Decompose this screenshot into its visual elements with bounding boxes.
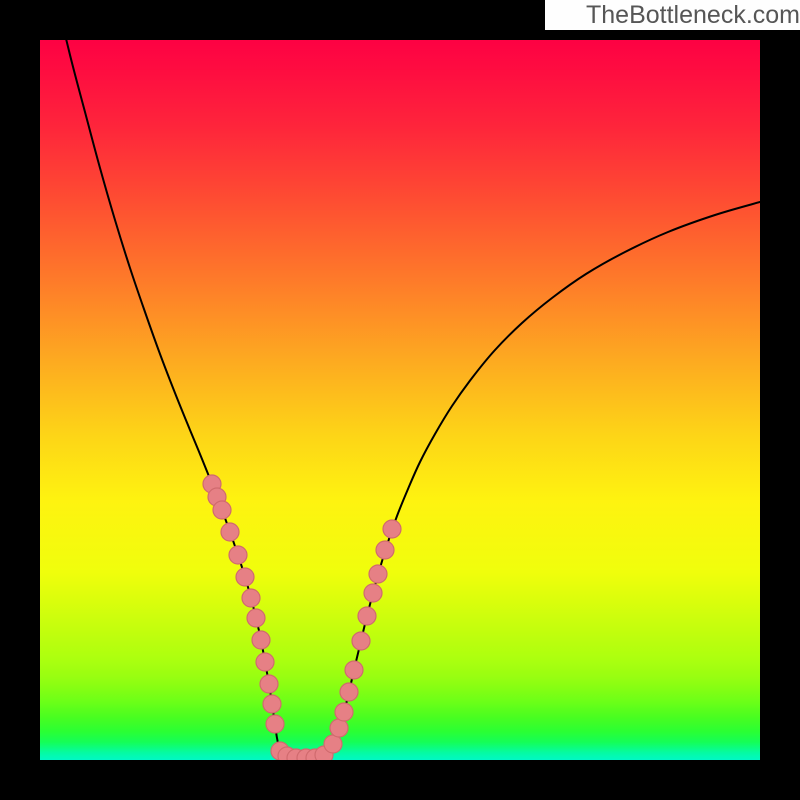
plot-svg	[40, 40, 760, 760]
plot-area	[40, 40, 760, 760]
data-marker	[260, 675, 278, 693]
data-marker	[247, 609, 265, 627]
data-marker	[352, 632, 370, 650]
data-marker	[263, 695, 281, 713]
data-marker	[340, 683, 358, 701]
data-marker	[221, 523, 239, 541]
data-marker	[335, 703, 353, 721]
data-marker	[252, 631, 270, 649]
data-marker	[324, 735, 342, 753]
data-marker	[358, 607, 376, 625]
chart-container: TheBottleneck.com	[0, 0, 800, 800]
curve-left	[52, 40, 283, 757]
watermark-label: TheBottleneck.com	[545, 0, 800, 30]
data-marker	[213, 501, 231, 519]
data-marker	[236, 568, 254, 586]
data-marker	[330, 719, 348, 737]
data-marker	[364, 584, 382, 602]
data-marker	[376, 541, 394, 559]
data-marker	[229, 546, 247, 564]
data-marker	[256, 653, 274, 671]
data-marker	[345, 661, 363, 679]
data-marker	[369, 565, 387, 583]
data-marker	[383, 520, 401, 538]
data-marker	[266, 715, 284, 733]
data-marker	[242, 589, 260, 607]
